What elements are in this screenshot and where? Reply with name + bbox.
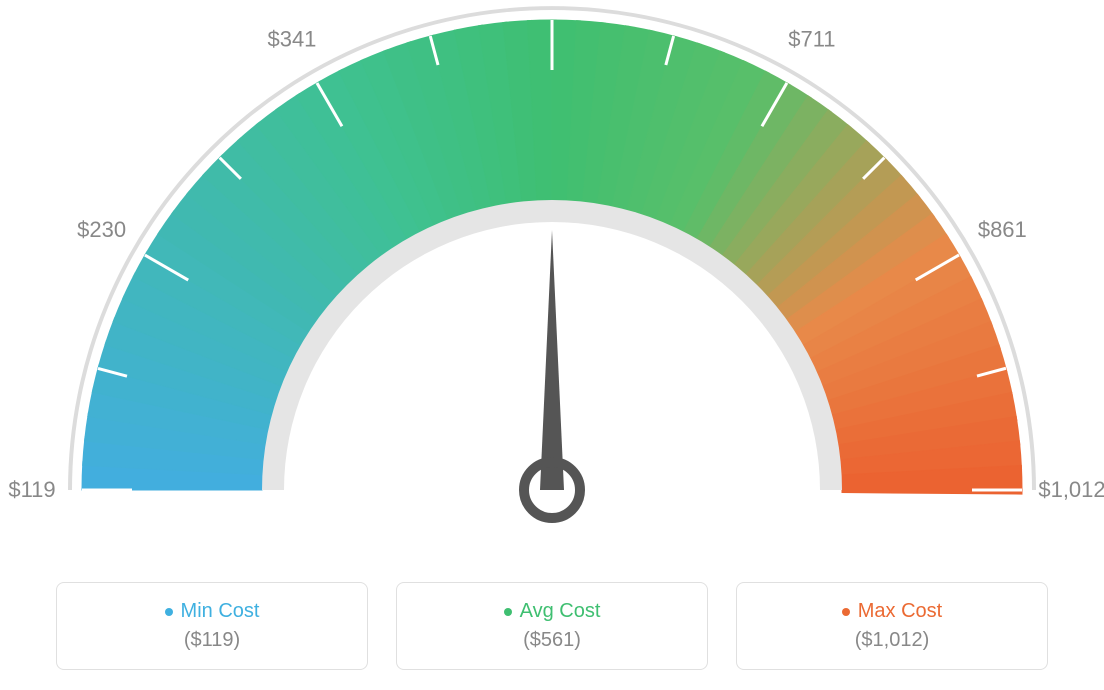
legend-value-min: ($119) bbox=[184, 629, 240, 652]
dot-icon bbox=[842, 608, 850, 616]
legend-row: Min Cost ($119) Avg Cost ($561) Max Cost… bbox=[0, 582, 1104, 670]
dot-icon bbox=[504, 608, 512, 616]
gauge-tick-label: $341 bbox=[267, 27, 316, 52]
legend-label-max: Max Cost bbox=[842, 600, 942, 623]
gauge-tick-label: $711 bbox=[788, 27, 835, 52]
legend-label-text: Max Cost bbox=[858, 600, 942, 623]
gauge-needle bbox=[540, 230, 564, 490]
legend-label-avg: Avg Cost bbox=[504, 600, 601, 623]
legend-box-avg: Avg Cost ($561) bbox=[396, 582, 708, 670]
legend-box-max: Max Cost ($1,012) bbox=[736, 582, 1048, 670]
legend-label-text: Avg Cost bbox=[520, 600, 601, 623]
legend-box-min: Min Cost ($119) bbox=[56, 582, 368, 670]
legend-label-text: Min Cost bbox=[181, 600, 260, 623]
legend-value-avg: ($561) bbox=[523, 629, 581, 652]
gauge-tick-label: $1,012 bbox=[1038, 477, 1104, 502]
legend-label-min: Min Cost bbox=[165, 600, 260, 623]
gauge-tick-label: $230 bbox=[77, 217, 126, 242]
legend-value-max: ($1,012) bbox=[855, 629, 930, 652]
gauge-tick-label: $119 bbox=[8, 477, 55, 502]
gauge-tick-label: $861 bbox=[978, 217, 1027, 242]
dot-icon bbox=[165, 608, 173, 616]
gauge-svg: $119$230$341$561$711$861$1,012 bbox=[0, 0, 1104, 560]
gauge-container: $119$230$341$561$711$861$1,012 bbox=[0, 0, 1104, 560]
